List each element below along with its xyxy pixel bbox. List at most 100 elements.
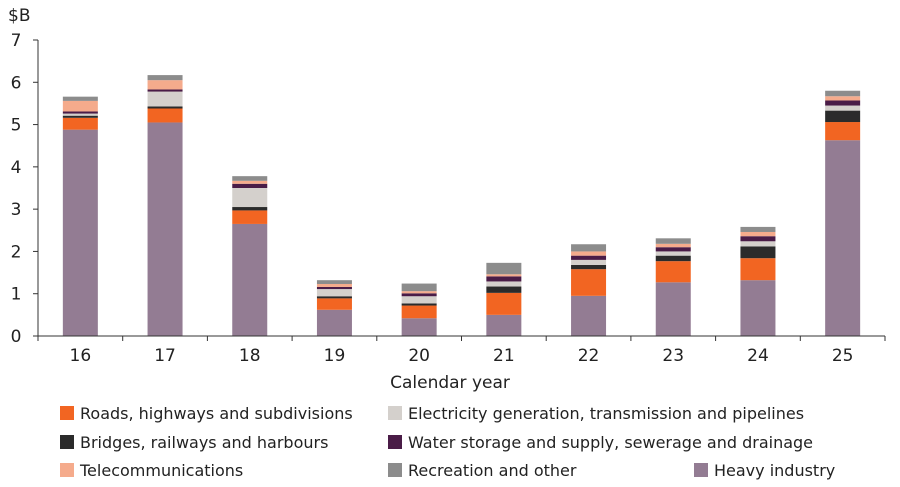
bar-segment-24-series-6	[740, 226, 776, 232]
bar-segment-18-series-4	[232, 183, 268, 188]
bar-segment-16-series-1	[62, 117, 98, 130]
bar-segment-24-series-1	[740, 258, 776, 281]
bar-segment-16-series-0	[62, 129, 98, 336]
legend-swatch	[694, 463, 708, 477]
legend-item: Recreation and other	[388, 459, 576, 481]
bar-segment-20-series-6	[401, 283, 437, 292]
bar-segment-20-series-0	[401, 318, 437, 336]
bar-segment-22-series-2	[571, 264, 607, 270]
bar-segment-21-series-4	[486, 276, 522, 282]
bar-segment-22-series-1	[571, 269, 607, 296]
legend-item: Heavy industry	[694, 459, 835, 481]
bar-segment-16-series-3	[62, 113, 98, 116]
legend-item: Telecommunications	[60, 459, 243, 481]
bar-segment-18-series-0	[232, 223, 268, 336]
legend-label: Heavy industry	[714, 460, 836, 480]
bar-segment-18-series-3	[232, 188, 268, 208]
legend-label: Telecommunications	[80, 460, 244, 480]
x-tick-label: 25	[832, 346, 854, 366]
bar-segment-20-series-2	[401, 303, 437, 306]
bar-segment-23-series-3	[655, 251, 691, 256]
bar-segment-21-series-0	[486, 314, 522, 336]
bar-segment-21-series-3	[486, 281, 522, 287]
legend-swatch	[60, 435, 74, 449]
y-tick-label: 0	[11, 327, 22, 347]
bar-segment-16-series-5	[62, 100, 98, 112]
bar-segment-19-series-2	[316, 296, 352, 299]
bar-segment-18-series-1	[232, 210, 268, 224]
bar-segment-21-series-5	[486, 274, 522, 277]
y-axis-unit-label: $B	[8, 6, 30, 26]
bar-segment-25-series-3	[825, 105, 861, 111]
bar-segment-24-series-2	[740, 246, 776, 259]
bar-segment-18-series-2	[232, 207, 268, 211]
y-tick-label: 5	[11, 116, 22, 136]
bar-segment-22-series-5	[571, 251, 607, 256]
x-tick-label: 18	[239, 346, 261, 366]
bar-segment-17-series-2	[147, 106, 183, 109]
bar-segment-19-series-1	[316, 298, 352, 310]
bar-segment-16-series-2	[62, 115, 98, 118]
bar-segment-25-series-0	[825, 140, 861, 336]
bar-segment-24-series-4	[740, 236, 776, 242]
legend-item: Water storage and supply, sewerage and d…	[388, 431, 813, 453]
legend-label: Water storage and supply, sewerage and d…	[408, 432, 814, 452]
x-tick-label: 23	[662, 346, 684, 366]
legend-item: Roads, highways and subdivisions	[60, 402, 353, 424]
x-axis-title: Calendar year	[390, 373, 510, 393]
bar-segment-23-series-2	[655, 255, 691, 262]
bar-segment-21-series-1	[486, 292, 522, 315]
legend-swatch	[60, 406, 74, 420]
bar-segment-20-series-5	[401, 291, 437, 294]
legend-swatch	[388, 435, 402, 449]
bar-segment-24-series-3	[740, 241, 776, 247]
x-axis-ticks: 16 17 18 19 20 21 22 23 24 25	[37, 336, 886, 366]
y-tick-label: 1	[11, 285, 22, 305]
bar-segment-20-series-1	[401, 305, 437, 319]
bar-segment-23-series-0	[655, 282, 691, 336]
bar-segment-22-series-0	[571, 295, 607, 336]
x-tick-label: 21	[493, 346, 515, 366]
bar-segment-19-series-3	[316, 289, 352, 297]
bar-segment-23-series-1	[655, 261, 691, 283]
bar-segment-18-series-6	[232, 176, 268, 181]
x-tick-label: 17	[154, 346, 176, 366]
bar-segment-22-series-3	[571, 259, 607, 265]
legend-label: Roads, highways and subdivisions	[80, 403, 353, 423]
bar-segment-16-series-6	[62, 96, 98, 101]
x-tick-label: 20	[408, 346, 430, 366]
bar-segment-18-series-5	[232, 180, 268, 184]
y-tick-label: 2	[11, 242, 22, 262]
x-tick-label: 22	[578, 346, 600, 366]
bars-group	[62, 75, 861, 336]
legend-label: Recreation and other	[408, 460, 577, 480]
bar-segment-17-series-5	[147, 80, 183, 90]
bar-segment-19-series-4	[316, 286, 352, 290]
bar-segment-25-series-5	[825, 96, 861, 101]
bar-segment-17-series-6	[147, 75, 183, 81]
bar-segment-19-series-5	[316, 283, 352, 287]
bar-segment-24-series-0	[740, 280, 776, 336]
bar-segment-25-series-4	[825, 100, 861, 106]
bar-segment-19-series-0	[316, 309, 352, 336]
bar-segment-17-series-0	[147, 122, 183, 336]
bar-segment-19-series-6	[316, 280, 352, 284]
y-tick-label: 4	[11, 158, 22, 178]
y-axis-ticks: 0 1 2 3 4 5 6 7	[11, 31, 38, 347]
bar-segment-23-series-5	[655, 243, 691, 248]
bar-segment-21-series-6	[486, 262, 522, 275]
bar-segment-17-series-1	[147, 108, 183, 123]
bar-segment-25-series-1	[825, 122, 861, 141]
legend-item: Bridges, railways and harbours	[60, 431, 328, 453]
bar-segment-25-series-2	[825, 110, 861, 123]
y-tick-label: 7	[11, 31, 22, 51]
x-tick-label: 16	[70, 346, 92, 366]
legend-label: Electricity generation, transmission and…	[408, 403, 805, 423]
bar-segment-17-series-3	[147, 91, 183, 107]
bar-segment-22-series-4	[571, 255, 607, 260]
chart-legend: Roads, highways and subdivisions Electric…	[60, 402, 890, 482]
legend-swatch	[388, 406, 402, 420]
x-tick-label: 24	[747, 346, 769, 366]
bar-segment-23-series-6	[655, 238, 691, 244]
